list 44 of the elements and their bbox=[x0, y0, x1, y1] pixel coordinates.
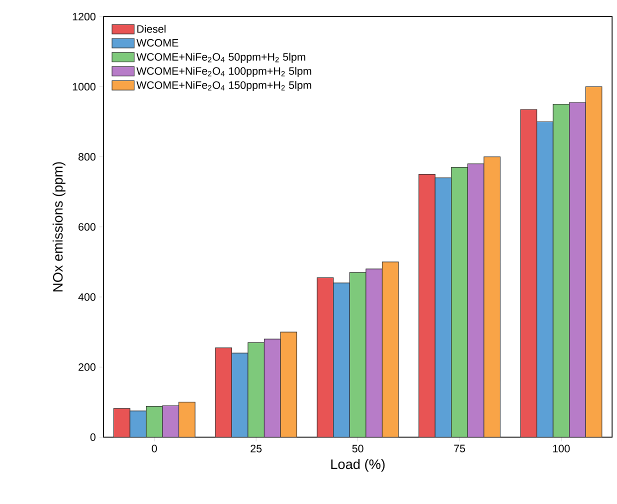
bar bbox=[215, 348, 232, 438]
bar bbox=[130, 411, 146, 438]
legend-label: WCOME+NiFe$_{2}$O$_{4}$ 50ppm+H$_{2}$ 5lpm bbox=[136, 52, 306, 63]
legend-label: WCOME+NiFe$_{2}$O$_{4}$ 100ppm+H$_{2}$ 5lpm bbox=[136, 67, 312, 78]
legend-label: WCOME+NiFe$_{2}$O$_{4}$ 150ppm+H$_{2}$ 5lpm bbox=[136, 81, 312, 92]
y-tick-label: 0 bbox=[90, 434, 96, 442]
y-tick-label: 800 bbox=[78, 153, 96, 161]
y-axis-title: NOx emissions (ppm) bbox=[52, 162, 66, 292]
bar bbox=[536, 122, 554, 438]
bar bbox=[382, 262, 399, 438]
bar bbox=[418, 174, 436, 438]
x-tick-label: 0 bbox=[152, 444, 157, 453]
bar bbox=[569, 102, 586, 438]
bar bbox=[468, 164, 484, 438]
bar bbox=[248, 342, 264, 438]
legend-label: WCOME bbox=[136, 39, 178, 47]
bar bbox=[232, 353, 248, 438]
bar bbox=[484, 156, 500, 438]
y-tick-label: 600 bbox=[78, 223, 96, 231]
x-axis-title: Load (%) bbox=[331, 459, 385, 472]
x-tick-label: 50 bbox=[352, 444, 364, 453]
bar bbox=[585, 86, 602, 438]
bar bbox=[435, 178, 452, 438]
bar bbox=[451, 167, 468, 438]
x-tick-label: 100 bbox=[553, 444, 570, 453]
bar bbox=[552, 104, 570, 438]
y-tick-label: 200 bbox=[78, 363, 96, 372]
bar bbox=[264, 339, 281, 438]
x-tick-label: 75 bbox=[454, 444, 466, 452]
bar bbox=[146, 406, 163, 438]
bar bbox=[333, 283, 350, 438]
bar bbox=[350, 272, 366, 438]
bar bbox=[317, 278, 334, 438]
y-tick-label: 1000 bbox=[72, 83, 96, 91]
y-tick-label: 400 bbox=[78, 293, 96, 301]
bar bbox=[114, 408, 130, 438]
bar bbox=[366, 269, 382, 438]
y-tick-label: 1200 bbox=[72, 12, 96, 21]
bar bbox=[520, 109, 538, 438]
legend-label: Diesel bbox=[137, 25, 166, 33]
x-tick-label: 25 bbox=[250, 444, 262, 453]
bar bbox=[280, 332, 297, 438]
bar bbox=[162, 406, 179, 438]
bar bbox=[178, 402, 196, 438]
